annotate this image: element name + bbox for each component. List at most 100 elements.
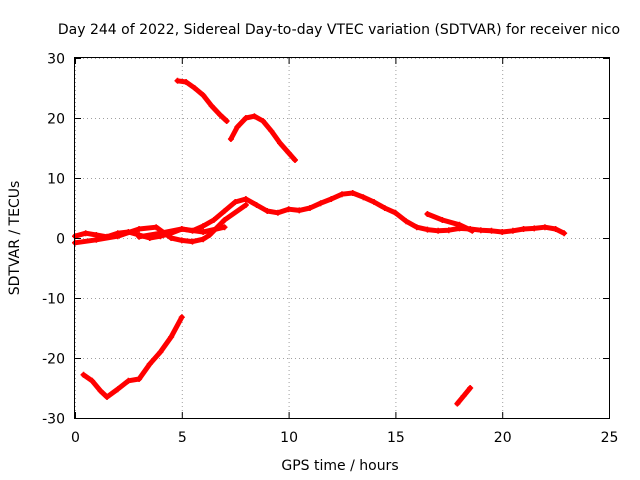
data-point bbox=[97, 388, 104, 394]
data-point bbox=[168, 235, 175, 241]
y-tick-label: 30 bbox=[47, 52, 65, 68]
series-arc-low-2 bbox=[454, 385, 474, 407]
data-point bbox=[467, 385, 474, 391]
data-point bbox=[200, 236, 207, 243]
data-point bbox=[413, 224, 420, 231]
data-point bbox=[178, 226, 185, 232]
data-point bbox=[277, 140, 284, 147]
data-point bbox=[200, 223, 207, 229]
data-point bbox=[242, 196, 249, 202]
data-point bbox=[104, 394, 111, 400]
data-point bbox=[499, 229, 506, 235]
data-point bbox=[93, 236, 100, 243]
x-tick-label: 25 bbox=[601, 430, 619, 446]
data-point bbox=[424, 211, 431, 217]
data-point bbox=[403, 218, 410, 225]
data-point bbox=[232, 199, 239, 205]
data-point bbox=[136, 226, 143, 232]
data-point bbox=[217, 112, 224, 118]
series-arc-high-2 bbox=[227, 113, 299, 163]
data-point bbox=[136, 233, 143, 240]
data-point bbox=[242, 115, 249, 121]
series-arc-main-3 bbox=[136, 224, 228, 240]
data-point bbox=[168, 334, 175, 340]
data-point bbox=[146, 361, 153, 367]
y-axis-label: SDTVAR / TECUs bbox=[7, 181, 23, 296]
data-point bbox=[208, 103, 215, 109]
data-point bbox=[200, 92, 207, 99]
plot-frame bbox=[74, 57, 610, 419]
data-point bbox=[221, 208, 228, 214]
data-point bbox=[82, 230, 89, 237]
data-point bbox=[292, 157, 299, 163]
tick-layer: 0 5 10 15 20 25 -30 -20 -10 0 10 20 30 bbox=[42, 52, 618, 447]
data-point bbox=[392, 209, 399, 216]
data-point bbox=[157, 349, 164, 355]
data-point bbox=[439, 217, 446, 223]
data-point bbox=[80, 371, 87, 378]
data-point bbox=[460, 392, 467, 399]
data-point bbox=[381, 205, 388, 211]
data-point bbox=[268, 128, 275, 135]
data-point bbox=[251, 113, 258, 120]
data-point bbox=[445, 227, 452, 234]
data-point bbox=[136, 376, 143, 382]
y-tick-label: 20 bbox=[47, 112, 65, 128]
data-point bbox=[285, 206, 292, 213]
data-point bbox=[234, 124, 241, 130]
data-point bbox=[242, 202, 249, 208]
series-arc-low-1 bbox=[80, 314, 185, 400]
data-point bbox=[371, 199, 378, 205]
data-point bbox=[264, 208, 271, 214]
data-point bbox=[227, 136, 234, 142]
data-point bbox=[223, 118, 230, 124]
chart-title: Day 244 of 2022, Sidereal Day-to-day VTE… bbox=[58, 22, 620, 38]
data-point bbox=[531, 225, 538, 232]
data-point bbox=[509, 227, 516, 234]
x-tick-label: 0 bbox=[71, 430, 80, 446]
data-point bbox=[469, 227, 476, 234]
data-point bbox=[200, 229, 207, 235]
data-point bbox=[520, 226, 527, 232]
data-point bbox=[183, 79, 190, 85]
y-tick-label: -20 bbox=[42, 352, 65, 368]
data-point bbox=[253, 202, 260, 208]
y-tick-label: 10 bbox=[47, 172, 65, 188]
series-arc-high-1 bbox=[174, 77, 230, 124]
data-point bbox=[435, 227, 442, 234]
data-point bbox=[221, 217, 228, 223]
data-point bbox=[210, 217, 217, 223]
data-point bbox=[456, 221, 463, 228]
data-point bbox=[114, 233, 121, 240]
data-point bbox=[477, 227, 484, 234]
data-point bbox=[221, 224, 228, 231]
data-point bbox=[157, 230, 164, 237]
data-point bbox=[174, 77, 181, 84]
data-point bbox=[285, 149, 292, 156]
data-point bbox=[561, 230, 568, 237]
data-point bbox=[114, 386, 121, 393]
data-point bbox=[488, 227, 495, 234]
data-point bbox=[189, 238, 196, 245]
data-point bbox=[424, 226, 431, 233]
data-point bbox=[178, 314, 185, 321]
series-arc-main-2 bbox=[72, 202, 249, 246]
series-arc-main-4 bbox=[424, 211, 476, 234]
data-point bbox=[454, 400, 461, 407]
data-point bbox=[349, 190, 356, 196]
y-tick-label: 0 bbox=[56, 232, 65, 248]
data-point bbox=[328, 196, 335, 202]
data-point bbox=[360, 194, 367, 201]
data-point bbox=[552, 226, 559, 232]
data-point bbox=[317, 200, 324, 207]
data-point bbox=[89, 377, 96, 384]
data-point bbox=[339, 191, 345, 198]
x-tick-label: 5 bbox=[178, 430, 187, 446]
series-line bbox=[424, 211, 475, 234]
data-point bbox=[296, 207, 303, 214]
data-point bbox=[153, 224, 160, 231]
x-tick-label: 15 bbox=[387, 430, 405, 446]
y-tick-label: -30 bbox=[42, 412, 65, 428]
data-point bbox=[541, 224, 548, 231]
